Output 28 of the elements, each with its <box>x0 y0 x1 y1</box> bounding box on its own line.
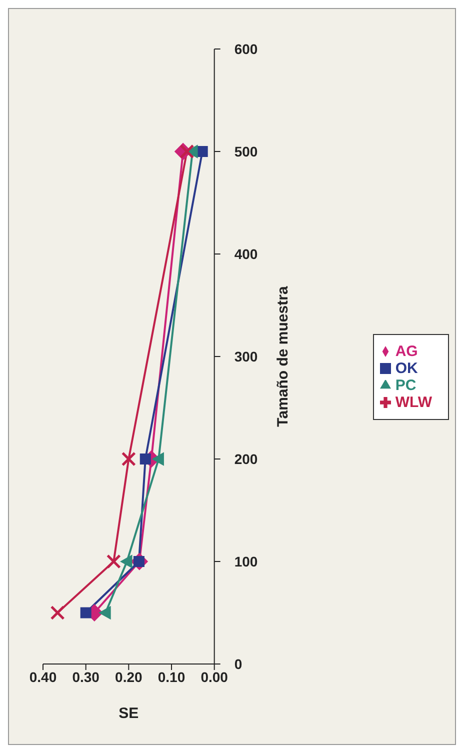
y-tick-label: 400 <box>234 246 258 262</box>
y-tick-label: 0 <box>234 656 242 672</box>
point <box>120 555 132 568</box>
legend-label: AG <box>395 342 418 360</box>
x-tick-label: 0.20 <box>115 668 143 685</box>
y-tick-label: 100 <box>234 553 258 570</box>
y-tick-label: 600 <box>234 40 258 57</box>
y-tick-label: 500 <box>234 143 258 160</box>
x-axis-title: SE <box>118 705 139 722</box>
x-tick-label: 0.00 <box>200 668 228 685</box>
x-tick-label: 0.30 <box>72 668 100 685</box>
legend-label: OK <box>395 360 418 376</box>
point <box>121 452 136 466</box>
point <box>196 146 208 157</box>
y-tick-label: 300 <box>234 348 258 364</box>
x-tick-label: 0.10 <box>158 668 186 685</box>
point <box>152 452 164 466</box>
legend-label: WLW <box>395 394 432 410</box>
point <box>140 454 151 464</box>
y-tick-label: 200 <box>234 450 258 467</box>
legend-label: PC <box>395 376 416 394</box>
point <box>50 606 65 620</box>
point <box>106 554 121 569</box>
x-tick-label: 0.40 <box>29 668 57 685</box>
point <box>99 606 111 620</box>
point <box>180 144 194 159</box>
point <box>80 607 92 618</box>
y-axis-title: Tamaño de muestra <box>274 286 292 427</box>
